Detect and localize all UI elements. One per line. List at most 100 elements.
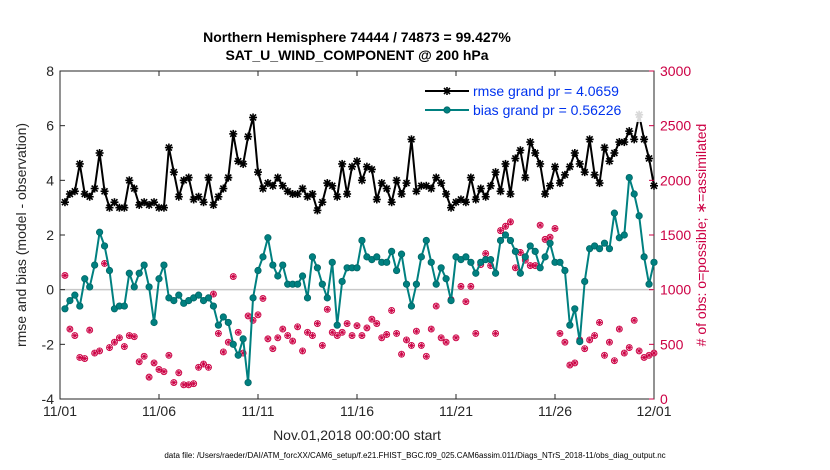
- obs-possible-point: [507, 218, 514, 226]
- rmse-point: [506, 190, 515, 198]
- obs-possible-point: [630, 316, 638, 324]
- obs-assimilated-point: [96, 348, 103, 354]
- bias-point: [259, 253, 267, 261]
- bias-point: [333, 321, 341, 329]
- obs-possible-point: [294, 323, 302, 331]
- rmse-point: [481, 192, 490, 201]
- rmse-point: [531, 149, 540, 157]
- rmse-point: [184, 173, 193, 182]
- obs-possible-point: [81, 355, 89, 362]
- obs-possible-point: [130, 333, 138, 341]
- bias-point: [66, 296, 74, 305]
- bias-point: [135, 269, 143, 277]
- obs-possible-point: [358, 332, 366, 340]
- bias-point: [388, 247, 396, 255]
- obs-assimilated-point: [121, 343, 127, 350]
- obs-possible-point: [71, 332, 79, 340]
- bias-point: [447, 296, 455, 305]
- bias-point: [293, 280, 302, 288]
- bias-point: [511, 247, 520, 255]
- x-tick-label: 11/06: [142, 403, 176, 419]
- bias-point: [224, 318, 232, 327]
- obs-possible-point: [586, 336, 594, 344]
- obs-possible-point: [462, 298, 470, 306]
- obs-assimilated-point: [384, 331, 390, 338]
- obs-possible-point: [625, 344, 633, 352]
- x-tick-label: 12/01: [636, 403, 671, 419]
- bias-point: [303, 294, 312, 302]
- bias-point: [397, 250, 406, 258]
- obs-possible-point: [106, 344, 113, 352]
- rmse-point: [110, 198, 119, 207]
- bias-point: [417, 253, 425, 261]
- rmse-point: [189, 195, 198, 204]
- obs-possible-point: [373, 320, 381, 328]
- obs-possible-point: [205, 363, 212, 371]
- obs-assimilated-point: [557, 330, 563, 336]
- obs-possible-point: [492, 329, 500, 337]
- bias-point: [462, 253, 470, 261]
- obs-assimilated-point: [458, 283, 464, 289]
- obs-assimilated-point: [87, 327, 93, 333]
- obs-assimilated-point: [567, 362, 573, 368]
- rmse-point: [536, 159, 545, 168]
- rmse-point: [214, 192, 223, 201]
- obs-assimilated-point: [275, 335, 281, 341]
- obs-assimilated-point: [329, 329, 335, 335]
- bias-point: [496, 236, 505, 245]
- obs-assimilated-point: [295, 324, 301, 330]
- bias-point: [581, 277, 589, 286]
- obs-possible-point: [195, 363, 203, 371]
- bias-point: [298, 272, 307, 280]
- obs-assimilated-point: [210, 291, 217, 297]
- bias-point: [635, 212, 643, 220]
- rmse-point: [471, 195, 480, 204]
- bias-point: [576, 337, 584, 346]
- bias-point: [140, 261, 148, 269]
- obs-possible-point: [190, 380, 198, 388]
- obs-possible-point: [412, 327, 420, 335]
- rmse-point: [224, 173, 233, 182]
- bias-point: [610, 209, 619, 217]
- bias-point: [392, 266, 401, 275]
- rmse-point: [278, 181, 287, 190]
- rmse-point: [412, 187, 421, 196]
- rmse-point: [120, 203, 129, 212]
- bias-point: [561, 266, 569, 275]
- obs-assimilated-point: [418, 342, 424, 349]
- obs-possible-point: [601, 351, 608, 359]
- obs-assimilated-point: [641, 354, 647, 361]
- rmse-point: [442, 190, 451, 198]
- legend-rmse-label: rmse grand pr = 4.0659: [473, 83, 619, 99]
- rmse-point: [595, 179, 604, 188]
- y-right-tick-label: 2000: [660, 172, 691, 188]
- rmse-point: [466, 173, 475, 182]
- bias-point: [244, 378, 252, 387]
- rmse-point: [348, 162, 357, 171]
- obs-possible-point: [378, 334, 386, 342]
- bias-point: [338, 277, 346, 286]
- rmse-point: [258, 184, 267, 193]
- obs-assimilated-point: [606, 339, 613, 345]
- bias-point: [150, 318, 158, 327]
- bias-point: [269, 261, 277, 269]
- obs-possible-point: [170, 379, 178, 387]
- legend-rmse-marker: [443, 87, 451, 95]
- obs-layer: [61, 218, 658, 389]
- rmse-point: [164, 143, 173, 152]
- bias-point: [650, 258, 658, 266]
- bias-point: [160, 261, 168, 269]
- obs-assimilated-point: [517, 249, 523, 256]
- rmse-point: [268, 181, 277, 190]
- rmse-point: [204, 173, 213, 182]
- obs-assimilated-point: [205, 364, 212, 370]
- obs-possible-point: [408, 341, 415, 349]
- obs-possible-point: [323, 305, 331, 313]
- obs-assimilated-point: [230, 273, 236, 280]
- obs-possible-point: [274, 334, 282, 342]
- obs-assimilated-point: [651, 350, 657, 356]
- obs-assimilated-point: [631, 317, 637, 323]
- obs-possible-point: [650, 349, 658, 357]
- rmse-point: [273, 173, 282, 182]
- x-tick-label: 11/21: [439, 403, 473, 419]
